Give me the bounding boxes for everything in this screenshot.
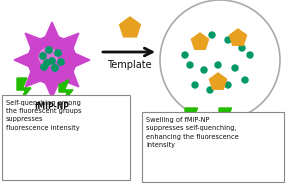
Circle shape <box>225 37 231 43</box>
Polygon shape <box>60 68 79 87</box>
Polygon shape <box>120 17 141 37</box>
Circle shape <box>49 58 55 64</box>
Polygon shape <box>192 33 209 49</box>
Text: Self-quenching among
the fluorescent groups
suppresses
fluorescence intensity: Self-quenching among the fluorescent gro… <box>6 100 82 131</box>
Circle shape <box>40 53 46 59</box>
Circle shape <box>182 52 188 58</box>
Circle shape <box>58 59 64 65</box>
Circle shape <box>160 0 280 120</box>
Circle shape <box>55 50 61 56</box>
FancyBboxPatch shape <box>142 112 284 182</box>
Polygon shape <box>25 68 43 87</box>
Circle shape <box>28 36 76 84</box>
Polygon shape <box>72 52 90 68</box>
Polygon shape <box>230 29 247 45</box>
Circle shape <box>44 60 50 66</box>
Circle shape <box>41 64 47 70</box>
Circle shape <box>201 67 207 73</box>
Circle shape <box>195 39 201 45</box>
Circle shape <box>215 62 221 68</box>
Text: Swelling of fMIP-NP
suppresses self-quenching,
enhancing the fluorescence
intens: Swelling of fMIP-NP suppresses self-quen… <box>146 117 239 148</box>
FancyBboxPatch shape <box>2 95 130 180</box>
Circle shape <box>207 87 213 93</box>
Circle shape <box>242 77 248 83</box>
Circle shape <box>239 45 245 51</box>
Text: Template: Template <box>107 60 151 70</box>
Circle shape <box>225 82 231 88</box>
Polygon shape <box>44 22 60 40</box>
Circle shape <box>39 48 57 66</box>
Polygon shape <box>17 78 31 100</box>
Polygon shape <box>209 73 227 89</box>
Polygon shape <box>14 52 32 68</box>
Circle shape <box>192 82 198 88</box>
Circle shape <box>187 62 193 68</box>
Circle shape <box>247 52 253 58</box>
Circle shape <box>46 47 52 53</box>
Polygon shape <box>185 108 203 136</box>
Polygon shape <box>60 33 79 51</box>
Polygon shape <box>25 33 43 51</box>
Polygon shape <box>44 80 60 98</box>
Polygon shape <box>219 108 237 136</box>
Text: fMIP-NP: fMIP-NP <box>35 102 69 111</box>
Circle shape <box>232 65 238 71</box>
Circle shape <box>52 65 58 71</box>
Circle shape <box>209 32 215 38</box>
Polygon shape <box>59 80 73 102</box>
